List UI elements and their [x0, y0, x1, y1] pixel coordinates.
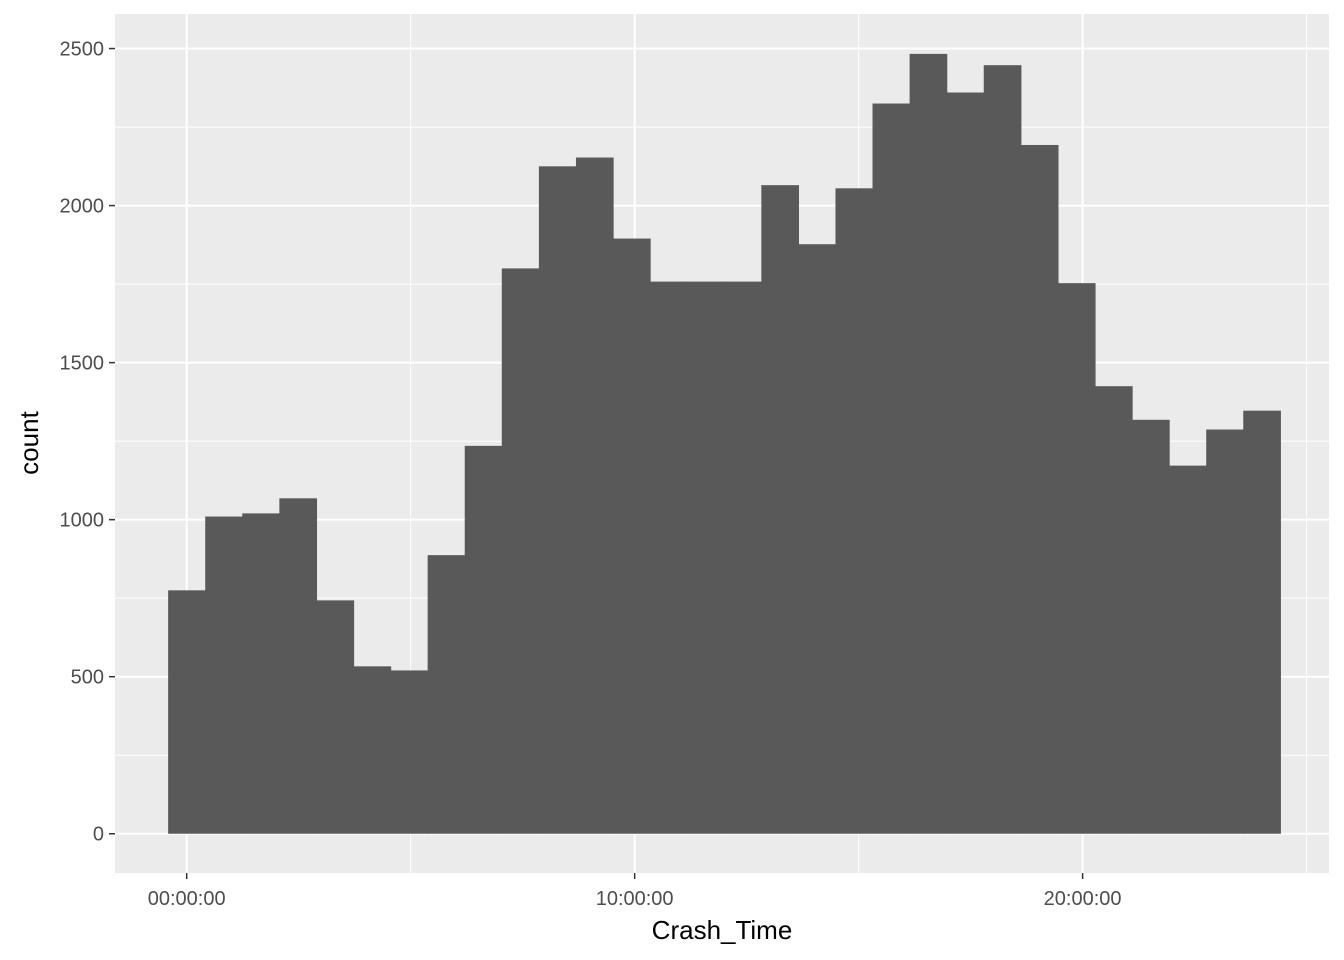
- histogram-bar: [946, 92, 985, 834]
- histogram-bar: [242, 513, 280, 834]
- y-axis-ticks: 0 500 1000 1500 2000 2500: [60, 39, 115, 846]
- x-tick-label: 20:00:00: [1044, 888, 1122, 910]
- histogram-bar: [1243, 410, 1281, 834]
- histogram-bar: [390, 670, 429, 834]
- histogram-bar: [613, 238, 651, 834]
- histogram-bar: [909, 53, 948, 834]
- histogram-bar: [501, 268, 540, 834]
- histogram-bar: [983, 65, 1022, 834]
- x-axis-ticks: 00:00:00 10:00:00 20:00:00: [148, 873, 1122, 910]
- histogram-bar: [1020, 144, 1059, 834]
- histogram-bar: [1169, 465, 1207, 834]
- histogram-bar: [575, 157, 614, 834]
- histogram-bar: [538, 166, 577, 834]
- y-tick-label: 1500: [60, 353, 105, 375]
- histogram-bar: [316, 600, 355, 834]
- histogram-bar: [724, 281, 762, 834]
- x-axis-title: Crash_Time: [652, 915, 793, 945]
- histogram-bar: [1206, 429, 1244, 834]
- y-tick-label: 500: [71, 667, 104, 689]
- histogram-bar: [279, 498, 318, 834]
- x-tick-label: 10:00:00: [596, 888, 674, 910]
- histogram-bar: [353, 666, 392, 834]
- y-tick-label: 0: [93, 824, 104, 846]
- y-tick-label: 1000: [60, 510, 105, 532]
- y-tick-label: 2500: [60, 39, 105, 61]
- histogram-bar: [798, 244, 837, 834]
- histogram-bar: [761, 185, 800, 834]
- histogram-bar: [872, 103, 911, 834]
- histogram-bar: [1132, 419, 1170, 834]
- histogram-bar: [650, 281, 688, 834]
- histogram-bar: [1094, 386, 1133, 834]
- bars: [168, 53, 1281, 834]
- histogram-bar: [1057, 283, 1096, 834]
- y-axis-title: count: [14, 410, 44, 474]
- histogram-bar: [835, 188, 874, 834]
- x-tick-label: 00:00:00: [148, 888, 226, 910]
- histogram-bar: [205, 516, 243, 834]
- histogram-bar: [168, 590, 206, 834]
- histogram-bar: [427, 555, 466, 834]
- histogram-bar: [464, 445, 503, 834]
- histogram-bar: [687, 281, 725, 834]
- y-tick-label: 2000: [60, 196, 105, 218]
